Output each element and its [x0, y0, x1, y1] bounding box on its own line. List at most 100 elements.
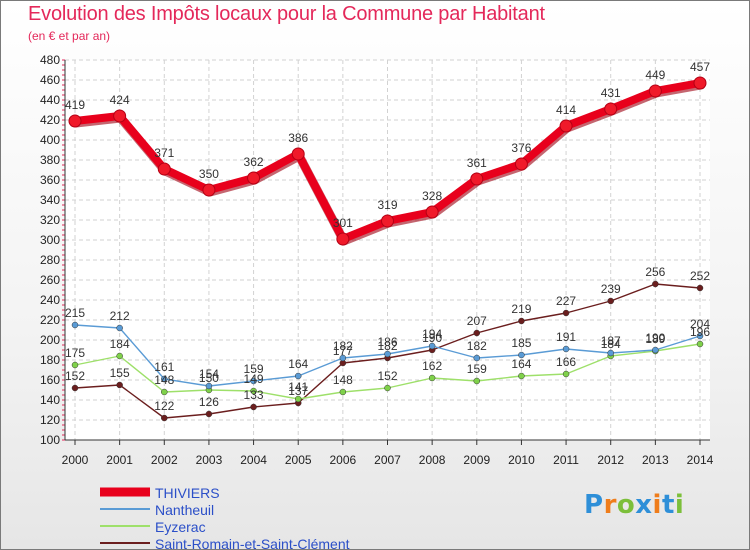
point-thiviers: [425, 205, 439, 219]
point-saint-romain-et-saint-cl-ment: [250, 403, 257, 411]
point-eyzerac: [518, 372, 525, 380]
data-label-saint-romain-et-saint-cl-ment: 177: [333, 344, 353, 358]
point-nantheuil: [562, 345, 570, 353]
data-label-eyzerac: 184: [110, 337, 130, 351]
point-thiviers: [202, 183, 216, 197]
logo-letter: o: [616, 490, 636, 520]
data-label-nantheuil: 164: [288, 357, 308, 371]
data-label-nantheuil: 204: [690, 317, 710, 331]
x-tick-label: 2001: [106, 453, 133, 467]
data-label-thiviers: 361: [467, 156, 487, 170]
data-label-saint-romain-et-saint-cl-ment: 133: [244, 388, 264, 402]
point-eyzerac: [428, 374, 436, 382]
data-label-thiviers: 376: [511, 141, 531, 155]
y-tick-label: 460: [40, 73, 60, 87]
y-tick-label: 400: [40, 133, 60, 147]
legend-label-nantheuil: Nantheuil: [155, 502, 214, 518]
point-nantheuil: [518, 351, 525, 359]
data-label-thiviers: 457: [690, 60, 710, 74]
x-tick-label: 2011: [553, 453, 579, 467]
point-nantheuil: [205, 382, 213, 390]
point-thiviers: [291, 147, 305, 161]
y-tick-label: 340: [40, 193, 60, 207]
y-tick-label: 160: [40, 373, 60, 387]
data-label-nantheuil: 215: [65, 306, 85, 320]
point-thiviers: [336, 232, 350, 246]
point-saint-romain-et-saint-cl-ment: [205, 410, 213, 418]
logo-letter: x: [635, 490, 653, 520]
data-label-nantheuil: 182: [333, 339, 353, 353]
data-label-saint-romain-et-saint-cl-ment: 227: [556, 294, 576, 308]
data-label-thiviers: 419: [65, 98, 85, 112]
point-nantheuil: [473, 354, 481, 362]
data-label-thiviers: 424: [110, 93, 130, 107]
point-saint-romain-et-saint-cl-ment: [116, 381, 123, 389]
y-tick-label: 180: [40, 353, 60, 367]
data-label-thiviers: 414: [556, 103, 576, 117]
axes: 100 120 140 160 180 200 220 240 260 280 300 320 340 3…: [40, 53, 714, 467]
chart-subtitle: (en € et par an): [28, 29, 111, 43]
point-eyzerac: [161, 388, 168, 396]
data-label-nantheuil: 182: [467, 339, 487, 353]
y-tick-label: 260: [40, 273, 60, 287]
y-tick-label: 380: [40, 153, 60, 167]
data-label-nantheuil: 154: [199, 367, 219, 381]
point-thiviers: [381, 214, 394, 228]
data-label-saint-romain-et-saint-cl-ment: 207: [467, 314, 487, 328]
point-saint-romain-et-saint-cl-ment: [562, 309, 570, 317]
x-tick-label: 2005: [285, 453, 312, 467]
point-saint-romain-et-saint-cl-ment: [696, 284, 704, 292]
x-tick-label: 2009: [463, 453, 490, 467]
point-nantheuil: [384, 350, 391, 358]
point-nantheuil: [250, 377, 257, 385]
legend-label-saint-romain-et-saint-cl-ment: Saint-Romain-et-Saint-Clément: [155, 536, 350, 550]
data-label-saint-romain-et-saint-cl-ment: 182: [377, 339, 397, 353]
data-label-nantheuil: 159: [244, 362, 264, 376]
data-label-thiviers: 328: [422, 189, 442, 203]
point-nantheuil: [607, 349, 614, 357]
data-label-saint-romain-et-saint-cl-ment: 219: [511, 302, 531, 316]
data-label-eyzerac: 175: [65, 346, 85, 360]
data-label-eyzerac: 159: [467, 362, 487, 376]
x-tick-label: 2002: [151, 453, 178, 467]
data-label-saint-romain-et-saint-cl-ment: 126: [199, 395, 219, 409]
data-label-thiviers: 386: [288, 131, 308, 145]
data-label-thiviers: 362: [244, 155, 264, 169]
y-tick-label: 360: [40, 173, 60, 187]
point-thiviers: [648, 84, 662, 98]
point-nantheuil: [161, 375, 168, 383]
point-thiviers: [604, 102, 618, 116]
point-thiviers: [113, 109, 127, 123]
legend-label-eyzerac: Eyzerac: [155, 519, 206, 535]
data-label-eyzerac: 164: [511, 357, 531, 371]
point-eyzerac: [116, 352, 123, 360]
chart-title: Evolution des Impôts locaux pour la Comm…: [28, 3, 545, 25]
legend-label-thiviers: THIVIERS: [155, 485, 220, 501]
data-label-nantheuil: 187: [601, 334, 621, 348]
data-label-eyzerac: 152: [377, 369, 397, 383]
logo-letter: i: [652, 490, 662, 520]
point-thiviers: [247, 171, 261, 185]
point-thiviers: [157, 162, 171, 176]
point-nantheuil: [294, 372, 302, 380]
x-tick-label: 2004: [240, 453, 267, 467]
series-group: [68, 76, 707, 422]
logo-letter: r: [603, 490, 617, 520]
data-label-nantheuil: 212: [110, 309, 130, 323]
data-label-thiviers: 350: [199, 167, 219, 181]
point-saint-romain-et-saint-cl-ment: [473, 329, 481, 337]
data-label-nantheuil: 191: [556, 330, 576, 344]
x-tick-label: 2014: [687, 453, 714, 467]
data-label-thiviers: 371: [154, 146, 174, 160]
data-label-eyzerac: 166: [556, 355, 576, 369]
data-label-thiviers: 431: [601, 86, 621, 100]
y-tick-label: 480: [40, 53, 60, 67]
data-label-saint-romain-et-saint-cl-ment: 152: [65, 369, 85, 383]
point-nantheuil: [428, 342, 436, 350]
x-tick-label: 2012: [597, 453, 624, 467]
y-tick-label: 120: [40, 413, 60, 427]
data-label-eyzerac: 150: [199, 371, 219, 385]
x-tick-label: 2000: [62, 453, 89, 467]
